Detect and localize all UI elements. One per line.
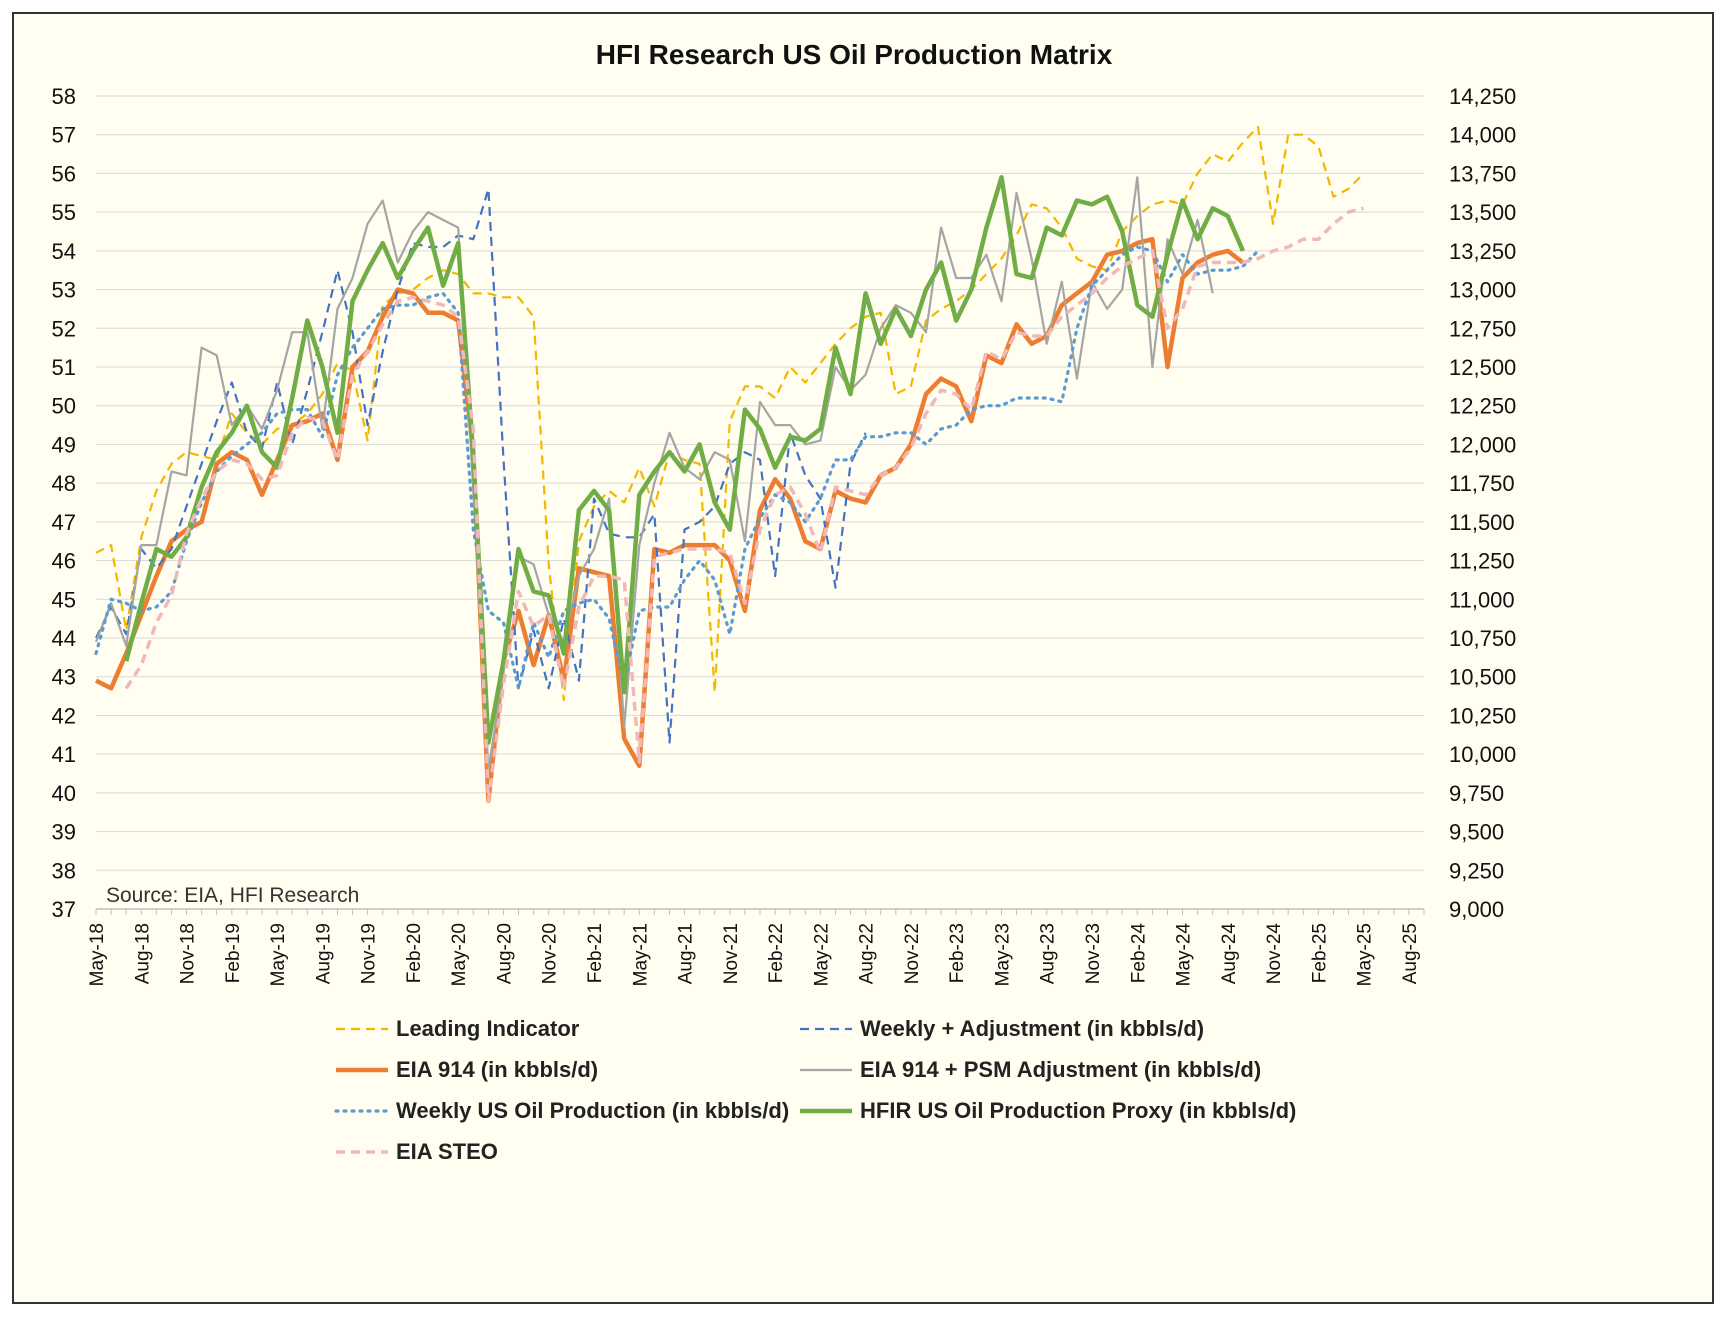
left-tick-label: 37	[52, 897, 76, 922]
right-tick-label: 10,000	[1449, 742, 1516, 767]
right-tick-label: 12,500	[1449, 355, 1516, 380]
x-tick-label: Nov-20	[540, 923, 561, 984]
x-tick-label: Aug-21	[676, 923, 697, 984]
x-tick-label: Aug-18	[132, 923, 153, 984]
right-tick-label: 12,000	[1449, 432, 1516, 457]
x-tick-label: May-23	[992, 923, 1013, 986]
x-tick-label: Aug-25	[1400, 923, 1421, 984]
legend-label-6: EIA STEO	[396, 1139, 498, 1164]
legend-label-1: EIA 914 (in kbbls/d)	[396, 1057, 598, 1082]
production-chart: HFI Research US Oil Production Matrix 37…	[52, 39, 1517, 1164]
right-tick-label: 11,000	[1449, 587, 1515, 612]
left-tick-label: 43	[52, 665, 76, 690]
left-tick-label: 48	[52, 471, 76, 496]
series-layer	[94, 125, 1365, 803]
right-tick-label: 9,500	[1449, 820, 1504, 845]
left-tick-label: 47	[52, 510, 76, 535]
series-line-0	[95, 125, 1365, 701]
x-tick-label: Aug-20	[494, 923, 515, 984]
left-tick-label: 57	[52, 123, 76, 148]
source-note: Source: EIA, HFI Research	[106, 884, 359, 907]
series-line-6	[124, 206, 1365, 803]
right-tick-label: 13,000	[1449, 278, 1516, 303]
x-tick-label: Nov-23	[1083, 923, 1104, 984]
x-tick-label: May-19	[268, 923, 289, 986]
left-tick-label: 51	[52, 355, 76, 380]
left-tick-label: 50	[52, 394, 76, 419]
x-tick-label: Feb-25	[1309, 923, 1330, 983]
left-tick-label: 56	[52, 161, 76, 186]
left-tick-label: 52	[52, 316, 76, 341]
right-tick-label: 10,750	[1449, 626, 1516, 651]
right-tick-label: 10,500	[1449, 665, 1516, 690]
x-tick-label: Aug-19	[313, 923, 334, 984]
x-tick-label: May-25	[1355, 923, 1376, 986]
left-tick-label: 39	[52, 820, 76, 845]
x-tick-label: May-24	[1174, 923, 1195, 987]
right-tick-label: 9,250	[1449, 858, 1504, 883]
series-line-1	[94, 236, 1245, 803]
x-tick-label: Nov-18	[178, 923, 199, 984]
right-tick-label: 11,500	[1449, 510, 1515, 535]
left-tick-label: 53	[52, 278, 76, 303]
legend-label-3: EIA 914 + PSM Adjustment (in kbbls/d)	[860, 1057, 1261, 1082]
right-tick-label: 10,250	[1449, 703, 1516, 728]
x-tick-label: Nov-19	[359, 923, 380, 984]
left-tick-label: 41	[52, 742, 76, 767]
x-tick-label: May-20	[449, 923, 470, 986]
right-tick-label: 13,750	[1449, 161, 1516, 186]
right-tick-label: 14,250	[1449, 84, 1516, 109]
x-tick-label: Nov-22	[902, 923, 923, 984]
legend-label-0: Leading Indicator	[396, 1016, 580, 1041]
x-tick-label: Feb-19	[223, 923, 244, 983]
left-tick-label: 55	[52, 200, 76, 225]
right-tick-label: 13,250	[1449, 239, 1516, 264]
right-tick-label: 12,250	[1449, 394, 1516, 419]
right-tick-label: 9,750	[1449, 781, 1504, 806]
legend-label-4: Weekly US Oil Production (in kbbls/d)	[396, 1098, 789, 1123]
x-tick-label: Feb-20	[404, 923, 425, 983]
left-tick-label: 40	[52, 781, 76, 806]
x-tick-label: Feb-24	[1128, 923, 1149, 984]
x-tick-label: Feb-22	[766, 923, 787, 983]
left-tick-label: 58	[52, 84, 76, 109]
x-tick-label: Aug-24	[1219, 923, 1240, 985]
chart-frame: HFI Research US Oil Production Matrix 37…	[12, 12, 1714, 1304]
chart-title: HFI Research US Oil Production Matrix	[596, 39, 1113, 70]
left-tick-label: 42	[52, 703, 76, 728]
right-tick-label: 11,750	[1449, 471, 1515, 496]
x-tick-label: May-18	[87, 923, 108, 986]
right-tick-label: 11,250	[1449, 549, 1515, 574]
x-tick-label: May-21	[630, 923, 651, 986]
x-tick-label: Feb-23	[947, 923, 968, 983]
right-tick-label: 9,000	[1449, 897, 1504, 922]
x-tick-label: Nov-24	[1264, 923, 1285, 985]
left-tick-label: 54	[52, 239, 76, 264]
x-tick-label: May-22	[811, 923, 832, 986]
x-tick-label: Nov-21	[721, 923, 742, 984]
series-line-3	[94, 176, 1214, 771]
left-tick-label: 38	[52, 858, 76, 883]
left-tick-label: 45	[52, 587, 76, 612]
legend: Leading Indicator Weekly + Adjustment (in…	[334, 1016, 1296, 1164]
right-tick-label: 12,750	[1449, 316, 1516, 341]
left-tick-label: 44	[52, 626, 76, 651]
x-tick-label: Aug-23	[1038, 923, 1059, 984]
legend-label-2: Weekly + Adjustment (in kbbls/d)	[860, 1016, 1204, 1041]
series-line-5	[124, 175, 1245, 745]
legend-label-5: HFIR US Oil Production Proxy (in kbbls/d…	[860, 1098, 1296, 1123]
axis-layer: 37 38 39 40 41 42 43 44 45 46 47 48 49 50 51 52 53 54 55 56…	[52, 84, 1517, 986]
left-tick-label: 49	[52, 432, 76, 457]
x-tick-label: Aug-22	[857, 923, 878, 984]
x-tick-label: Feb-21	[585, 923, 606, 983]
left-tick-label: 46	[52, 549, 76, 574]
right-tick-label: 13,500	[1449, 200, 1516, 225]
right-tick-label: 14,000	[1449, 123, 1516, 148]
